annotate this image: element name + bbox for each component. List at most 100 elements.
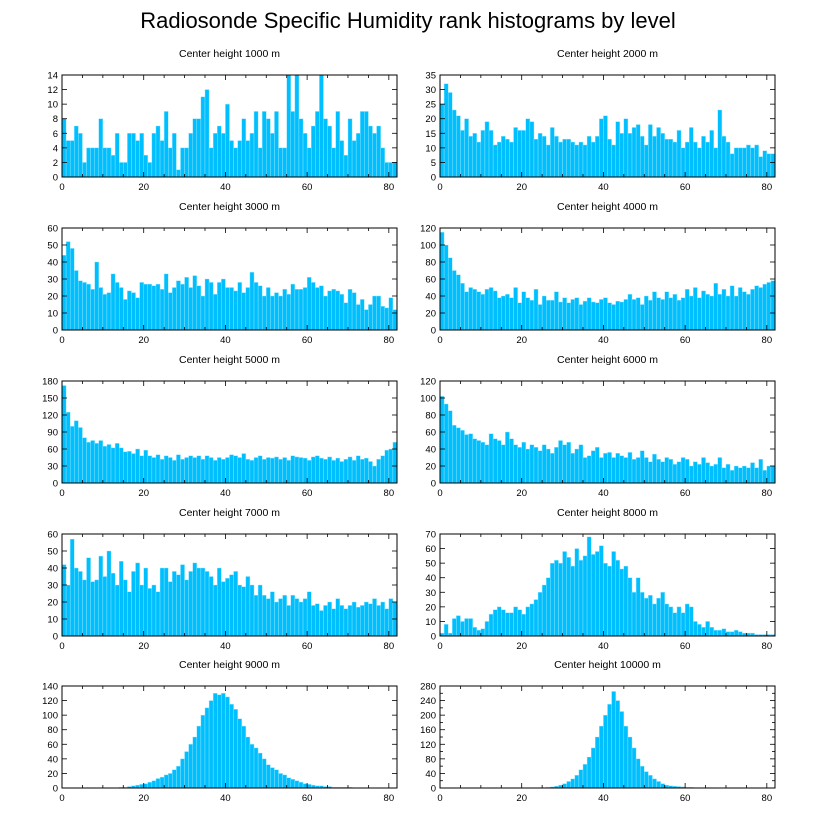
bar xyxy=(550,127,555,178)
bar xyxy=(74,270,79,331)
bar xyxy=(541,135,547,178)
bar xyxy=(537,450,543,484)
bar xyxy=(139,584,144,637)
bar xyxy=(656,127,661,178)
bar xyxy=(123,162,128,178)
bar xyxy=(176,169,181,178)
bar xyxy=(360,111,365,178)
y-tick-label: 60 xyxy=(47,740,58,751)
bar xyxy=(327,456,332,484)
panel-title: Center height 9000 m xyxy=(179,659,280,671)
y-tick-label: 14 xyxy=(47,71,58,82)
panel-8: Center height 8000 m 0 20 40 60 80 0 10 20 30 40 50… xyxy=(425,507,776,652)
x-tick-label: 20 xyxy=(516,488,527,499)
bar xyxy=(615,300,620,331)
bar xyxy=(229,704,234,789)
bar xyxy=(550,453,555,484)
bar xyxy=(742,291,747,331)
bar xyxy=(509,141,514,178)
bar xyxy=(159,776,165,789)
bar xyxy=(497,297,502,331)
y-tick-label: 80 xyxy=(425,411,436,422)
bar xyxy=(521,613,527,637)
bar xyxy=(372,133,377,178)
bar xyxy=(90,440,95,484)
bar xyxy=(460,621,465,637)
bar xyxy=(217,125,222,178)
bar xyxy=(131,571,136,637)
bar xyxy=(578,560,584,637)
bar xyxy=(221,693,226,789)
bar xyxy=(61,564,67,637)
bar xyxy=(660,461,665,484)
bar xyxy=(123,299,128,331)
bar xyxy=(627,294,633,331)
bar xyxy=(770,153,776,178)
bar xyxy=(586,455,592,484)
bar xyxy=(619,568,625,637)
bar xyxy=(355,133,361,178)
bar xyxy=(595,447,600,484)
y-tick-label: 4 xyxy=(53,143,58,154)
bar xyxy=(274,292,279,331)
bar xyxy=(282,147,287,178)
bar xyxy=(294,456,300,484)
bar xyxy=(372,598,377,637)
panel-6: Center height 6000 m 0 20 40 60 80 0 20 40 60 80 10… xyxy=(420,354,776,499)
bar xyxy=(143,154,149,178)
bar xyxy=(639,135,645,178)
bar xyxy=(176,765,181,789)
bar xyxy=(639,450,645,484)
bar xyxy=(98,555,104,637)
x-tick-label: 80 xyxy=(384,182,395,193)
bar xyxy=(746,467,751,484)
bar xyxy=(766,465,772,484)
bar xyxy=(110,273,116,331)
bar xyxy=(241,586,247,637)
bar xyxy=(533,599,539,637)
bar xyxy=(163,273,169,331)
y-tick-label: 40 xyxy=(47,258,58,269)
bar xyxy=(578,304,584,331)
bar xyxy=(562,444,567,484)
y-tick-label: 25 xyxy=(425,100,436,111)
bar xyxy=(635,297,641,331)
bar xyxy=(517,130,522,178)
bar xyxy=(65,411,71,484)
bar xyxy=(684,289,690,331)
bar xyxy=(347,118,353,178)
bar xyxy=(607,452,612,484)
bar xyxy=(118,287,124,331)
y-tick-label: 50 xyxy=(47,241,58,252)
bar xyxy=(196,725,202,789)
bar xyxy=(595,551,600,637)
x-tick-label: 60 xyxy=(302,335,313,346)
bar xyxy=(639,304,645,331)
bar xyxy=(372,465,377,484)
bar xyxy=(590,141,596,178)
bar xyxy=(725,141,731,178)
bar xyxy=(118,561,124,637)
bar xyxy=(452,618,457,637)
bar xyxy=(78,427,83,484)
bar xyxy=(143,783,149,789)
bar xyxy=(368,461,373,484)
bar xyxy=(204,571,210,637)
bar xyxy=(562,297,567,331)
bar xyxy=(241,118,247,178)
bar xyxy=(225,696,230,789)
y-tick-label: 5 xyxy=(431,158,436,169)
bar xyxy=(253,747,259,789)
bar xyxy=(384,608,390,637)
bar xyxy=(631,127,637,178)
bar xyxy=(550,300,555,331)
bar xyxy=(315,287,320,331)
page-title: Radiosonde Specific Humidity rank histog… xyxy=(140,8,676,33)
bar xyxy=(762,150,768,178)
bar xyxy=(339,461,345,484)
bar xyxy=(742,465,747,484)
bar xyxy=(102,576,108,637)
bar xyxy=(278,773,283,789)
panel-title: Center height 5000 m xyxy=(179,354,280,366)
y-tick-label: 160 xyxy=(420,725,436,736)
